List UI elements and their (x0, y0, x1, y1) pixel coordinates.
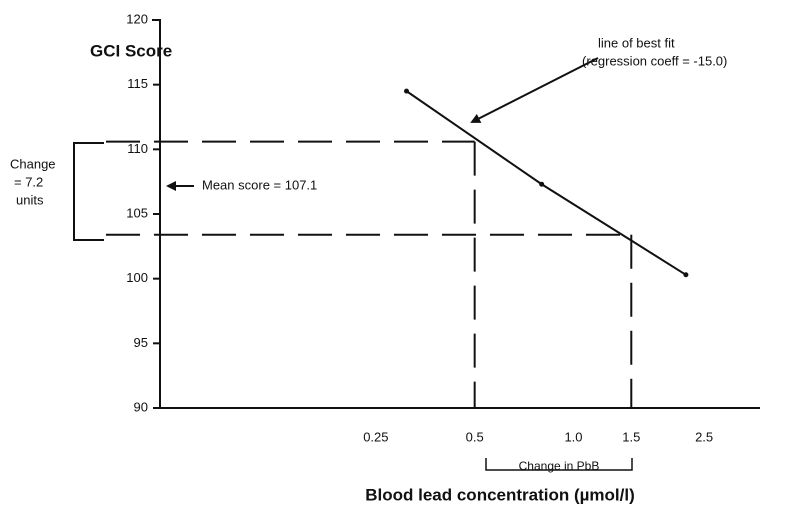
annotation: (regression coeff = -15.0) (582, 53, 727, 68)
axis (152, 19, 760, 409)
arrow (470, 57, 599, 123)
annotation: units (16, 192, 44, 207)
x-tick-label: 2.5 (695, 429, 713, 444)
y-tick-label: 100 (126, 270, 148, 285)
data-point (404, 88, 410, 94)
bracket (485, 458, 633, 471)
y-tick-label: 105 (126, 205, 148, 220)
data-line (405, 90, 687, 276)
x-tick-label: 0.5 (466, 429, 484, 444)
annotation: line of best fit (598, 35, 675, 50)
y-tick-label: 110 (127, 141, 148, 156)
y-tick-label: 95 (134, 335, 148, 350)
annotation: Change in PbB (519, 459, 600, 473)
x-axis-title: Blood lead concentration (µmol/l) (365, 485, 635, 504)
y-axis-title: GCI Score (90, 41, 172, 60)
bracket (73, 142, 104, 241)
annotation: Mean score = 107.1 (202, 177, 317, 192)
y-tick-label: 115 (127, 76, 148, 91)
data-point (539, 181, 545, 187)
y-tick-label: 120 (126, 11, 148, 26)
data-point (683, 272, 689, 278)
annotation: = 7.2 (14, 174, 43, 189)
y-tick-label: 90 (134, 399, 148, 414)
annotation: Change (10, 156, 56, 171)
x-tick-label: 0.25 (363, 429, 388, 444)
x-tick-label: 1.5 (622, 429, 640, 444)
x-tick-label: 1.0 (564, 429, 582, 444)
